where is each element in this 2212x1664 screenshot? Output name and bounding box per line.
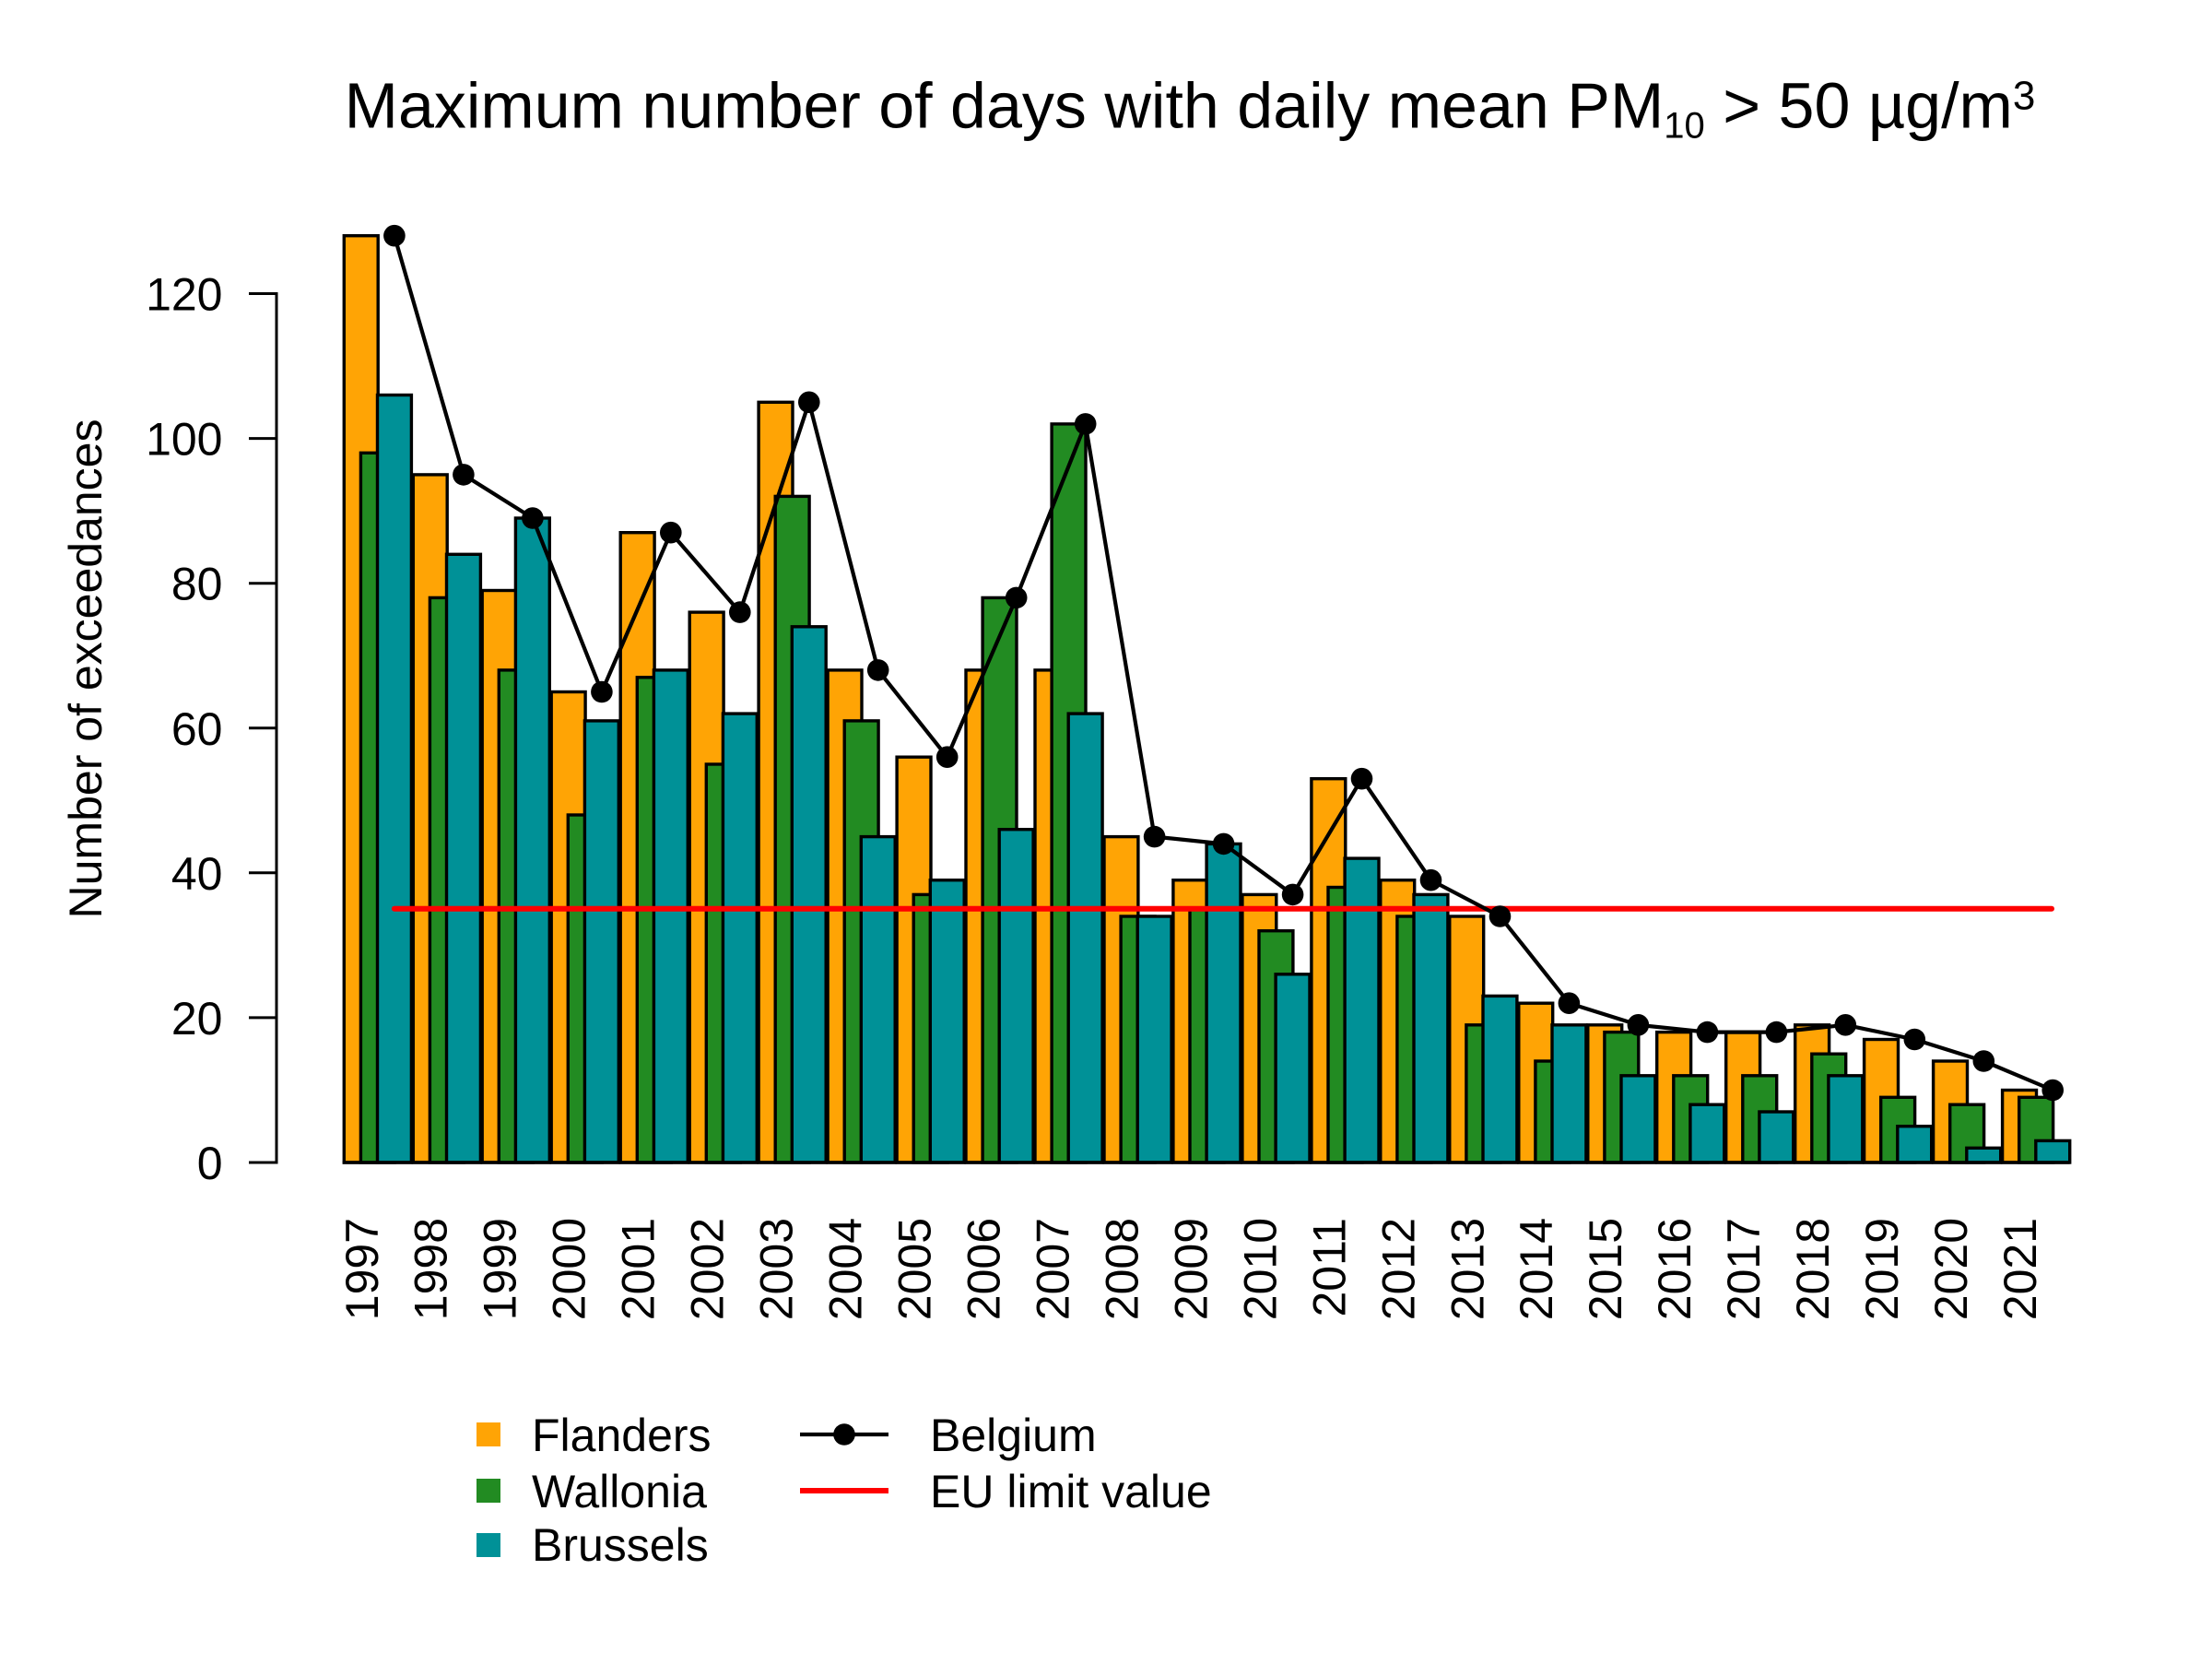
svg-text:2018: 2018: [1787, 1218, 1839, 1320]
svg-text:80: 80: [171, 559, 223, 610]
svg-text:1999: 1999: [475, 1218, 526, 1320]
svg-text:2014: 2014: [1511, 1218, 1562, 1320]
svg-text:2010: 2010: [1234, 1218, 1286, 1320]
svg-text:Belgium: Belgium: [930, 1410, 1097, 1461]
svg-text:2020: 2020: [1925, 1218, 1977, 1320]
svg-text:2001: 2001: [613, 1218, 665, 1320]
svg-text:2008: 2008: [1096, 1218, 1147, 1320]
svg-text:Maximum number of days with da: Maximum number of days with daily mean P…: [345, 70, 2036, 147]
svg-text:1997: 1997: [336, 1218, 388, 1320]
svg-text:60: 60: [171, 703, 223, 755]
svg-text:EU limit value: EU limit value: [930, 1466, 1212, 1517]
svg-text:2000: 2000: [544, 1218, 595, 1320]
svg-text:2006: 2006: [959, 1218, 1010, 1320]
svg-text:120: 120: [146, 269, 222, 321]
svg-text:2017: 2017: [1718, 1218, 1770, 1320]
svg-text:Number of exceedances: Number of exceedances: [60, 419, 112, 919]
svg-text:2015: 2015: [1580, 1218, 1631, 1320]
svg-text:0: 0: [197, 1138, 223, 1189]
svg-text:2011: 2011: [1303, 1218, 1355, 1317]
svg-text:20: 20: [171, 993, 223, 1044]
svg-text:2021: 2021: [1994, 1218, 2046, 1320]
svg-text:2016: 2016: [1649, 1218, 1700, 1320]
svg-text:100: 100: [146, 414, 222, 466]
svg-text:1998: 1998: [406, 1218, 457, 1320]
svg-text:2002: 2002: [682, 1218, 734, 1320]
svg-text:2007: 2007: [1028, 1218, 1079, 1320]
svg-text:Brussels: Brussels: [532, 1519, 709, 1571]
svg-text:2019: 2019: [1856, 1218, 1908, 1320]
svg-text:2004: 2004: [820, 1218, 872, 1320]
svg-text:2009: 2009: [1165, 1218, 1217, 1320]
svg-text:40: 40: [171, 848, 223, 900]
svg-text:Flanders: Flanders: [532, 1410, 712, 1461]
svg-text:2012: 2012: [1372, 1218, 1424, 1320]
svg-text:2013: 2013: [1441, 1218, 1493, 1320]
svg-text:Wallonia: Wallonia: [532, 1466, 707, 1517]
svg-text:2003: 2003: [751, 1218, 803, 1320]
svg-text:2005: 2005: [889, 1218, 941, 1320]
